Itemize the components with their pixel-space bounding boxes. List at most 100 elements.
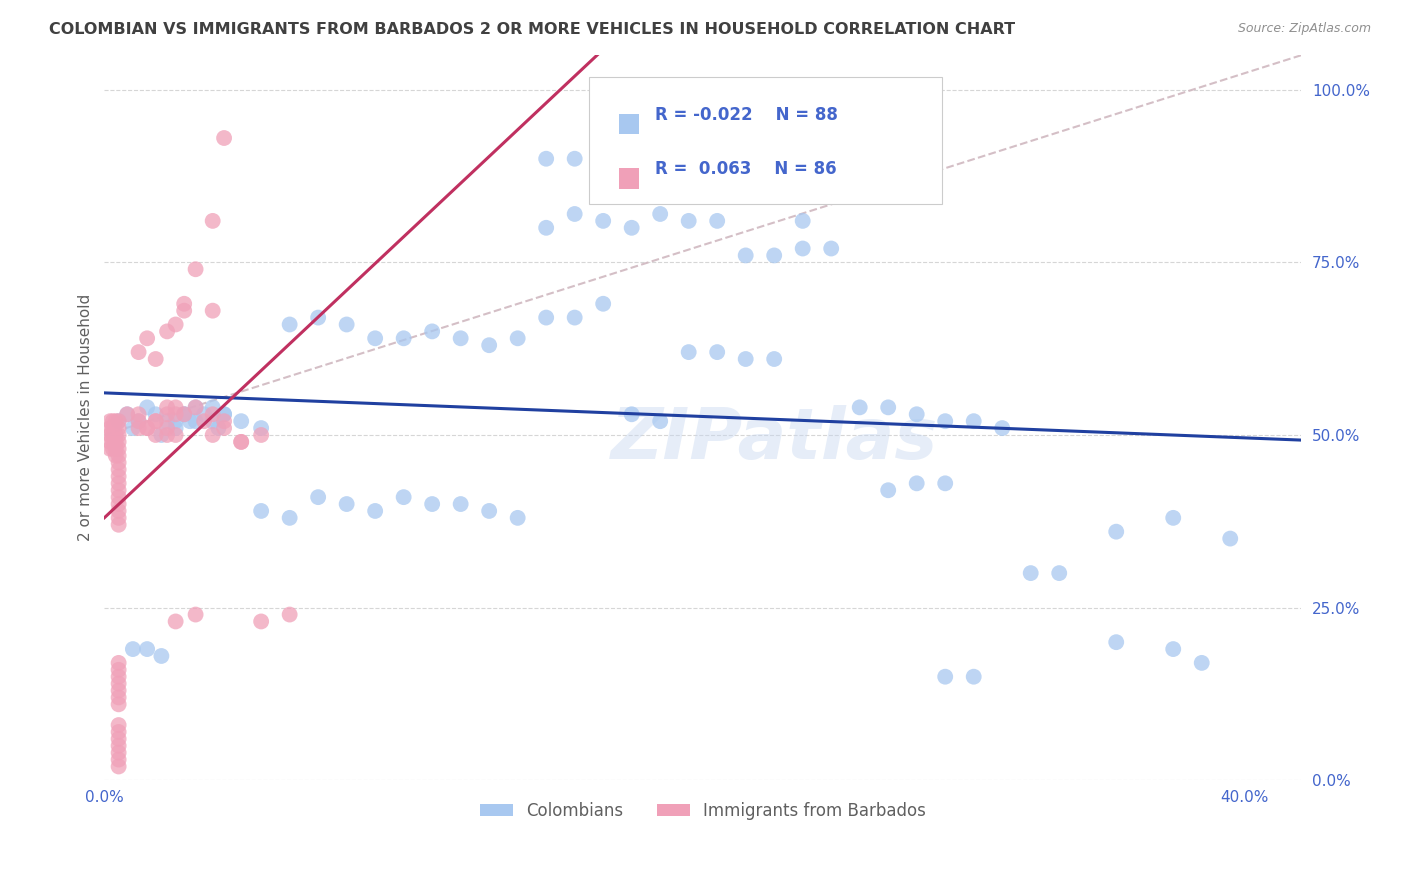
Point [763,351,786,366]
Point [107,456,129,470]
Point [364,504,387,518]
Point [193,414,215,428]
Point [115,407,138,421]
Point [678,345,700,359]
Point [934,670,956,684]
Point [128,414,150,428]
Point [136,331,159,345]
Point [128,421,150,435]
Point [145,407,167,421]
Point [136,421,159,435]
Point [98,414,121,428]
Point [107,656,129,670]
Point [592,131,614,145]
Point [104,449,127,463]
Point [392,490,415,504]
Point [107,676,129,690]
Point [104,428,127,442]
Point [706,345,728,359]
Point [450,331,472,345]
Text: COLOMBIAN VS IMMIGRANTS FROM BARBADOS 2 OR MORE VEHICLES IN HOUSEHOLD CORRELATIO: COLOMBIAN VS IMMIGRANTS FROM BARBADOS 2 … [49,22,1015,37]
Point [145,428,167,442]
Point [107,469,129,483]
Point [156,421,179,435]
Point [201,401,224,415]
Point [763,248,786,262]
Point [173,303,195,318]
Point [145,414,167,428]
Point [534,310,557,325]
Point [212,131,235,145]
Point [104,414,127,428]
Point [307,310,329,325]
Point [650,414,672,428]
Point [136,421,159,435]
Point [1047,566,1070,581]
Point [107,497,129,511]
Point [212,407,235,421]
Point [478,504,501,518]
Point [307,490,329,504]
Point [650,207,672,221]
Point [107,698,129,712]
Bar [619,114,640,134]
Point [420,497,443,511]
Point [231,434,253,449]
Point [98,428,121,442]
Point [620,220,643,235]
Point [212,421,235,435]
Point [165,401,187,415]
Point [165,407,187,421]
Point [98,434,121,449]
Point [145,351,167,366]
Text: R =  0.063    N = 86: R = 0.063 N = 86 [655,160,837,178]
Point [115,407,138,421]
Point [107,483,129,498]
Point [184,262,207,277]
Point [107,434,129,449]
Point [150,428,173,442]
Point [128,414,150,428]
Point [122,642,145,657]
Point [107,759,129,773]
Text: Source: ZipAtlas.com: Source: ZipAtlas.com [1237,22,1371,36]
Point [877,483,900,498]
Point [107,511,129,525]
Point [534,220,557,235]
Point [231,434,253,449]
Point [963,670,986,684]
Point [792,242,814,256]
Point [128,345,150,359]
Point [107,725,129,739]
Legend: Colombians, Immigrants from Barbados: Colombians, Immigrants from Barbados [472,795,934,826]
Point [156,428,179,442]
Point [478,338,501,352]
Point [107,690,129,705]
Point [107,739,129,753]
Point [250,428,273,442]
Text: R = -0.022    N = 88: R = -0.022 N = 88 [655,105,838,124]
Point [564,310,586,325]
Point [156,401,179,415]
Point [706,214,728,228]
Text: ZIPatlas: ZIPatlas [612,405,938,474]
Point [107,449,129,463]
Point [201,303,224,318]
Point [107,663,129,677]
Point [905,476,928,491]
Point [165,414,187,428]
Point [336,497,359,511]
Point [336,318,359,332]
Point [145,414,167,428]
Point [231,414,253,428]
Point [128,407,150,421]
Point [156,325,179,339]
Point [278,511,301,525]
Point [107,670,129,684]
Point [820,242,842,256]
Point [173,407,195,421]
Point [620,407,643,421]
Point [207,421,229,435]
Point [212,407,235,421]
Point [934,476,956,491]
